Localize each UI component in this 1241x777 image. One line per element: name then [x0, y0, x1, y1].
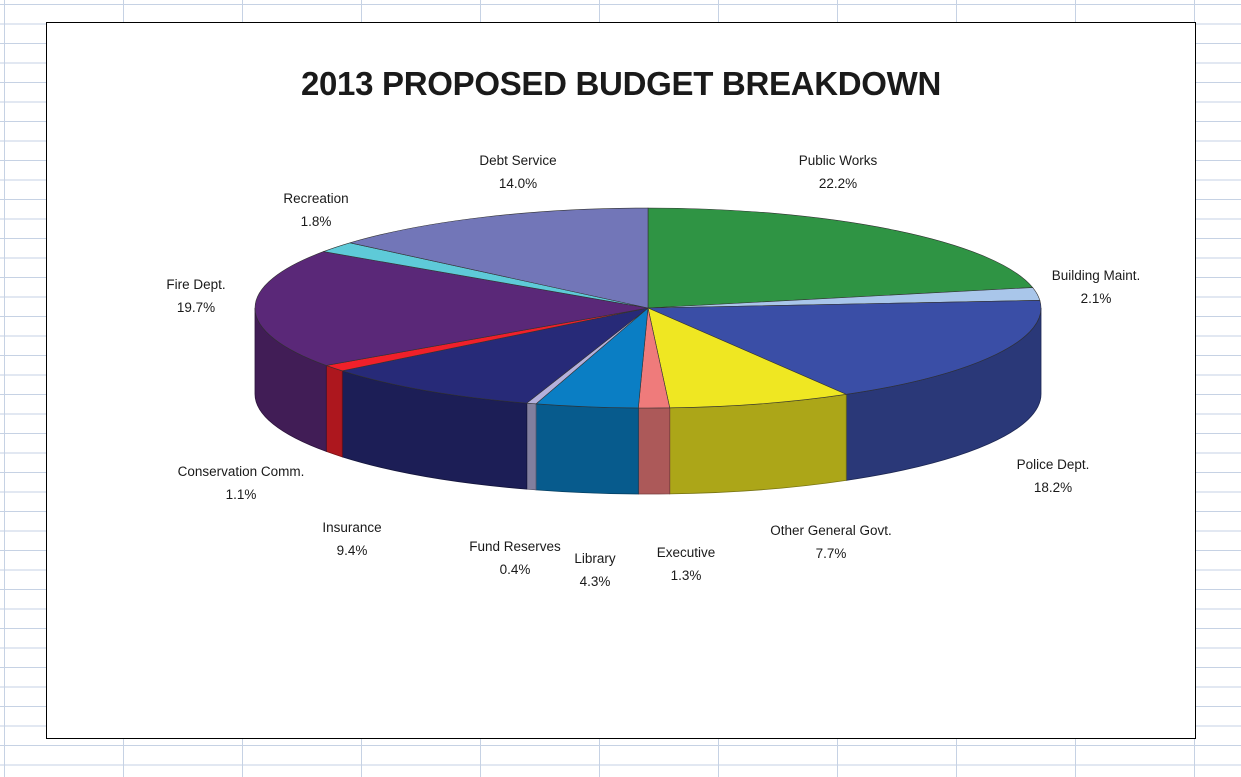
slice-value-label: 19.7%: [177, 300, 215, 315]
pie-side-conservation-comm: [325, 364, 343, 458]
slice-value-label: 2.1%: [1081, 291, 1112, 306]
slice-label: Recreation: [283, 191, 348, 206]
slice-value-label: 22.2%: [819, 176, 857, 191]
slice-value-label: 1.8%: [301, 214, 332, 229]
slice-value-label: 0.4%: [500, 562, 531, 577]
slice-value-label: 9.4%: [337, 543, 368, 558]
slice-label: Police Dept.: [1017, 457, 1090, 472]
pie-side-other-general-govt: [669, 393, 847, 495]
slice-value-label: 1.3%: [671, 568, 702, 583]
pie-slice-police-dept[interactable]: [647, 300, 1042, 395]
pie-side-executive: [637, 407, 671, 495]
slice-value-label: 4.3%: [580, 574, 611, 589]
slice-label: Library: [574, 551, 616, 566]
pie-sides: [254, 307, 1042, 495]
slice-label: Public Works: [799, 153, 878, 168]
pie-side-fund-reserves: [526, 402, 537, 491]
slice-label: Fund Reserves: [469, 539, 561, 554]
slice-label: Insurance: [322, 520, 381, 535]
slice-value-label: 7.7%: [816, 546, 847, 561]
pie-top: [254, 207, 1042, 409]
pie-slice-fire-dept[interactable]: [254, 251, 649, 366]
slice-label: Fire Dept.: [166, 277, 225, 292]
pie-side-library: [535, 403, 639, 495]
slice-label: Executive: [657, 545, 716, 560]
slice-value-label: 1.1%: [226, 487, 257, 502]
pie-slice-public-works[interactable]: [647, 207, 1034, 309]
chart-title: 2013 PROPOSED BUDGET BREAKDOWN: [300, 65, 942, 102]
slice-label: Conservation Comm.: [178, 464, 305, 479]
slice-label: Building Maint.: [1052, 268, 1141, 283]
slice-label: Debt Service: [479, 153, 556, 168]
pie-slice-other-general-govt[interactable]: [647, 307, 848, 409]
slice-value-label: 18.2%: [1034, 480, 1072, 495]
pie-slice-insurance[interactable]: [341, 307, 649, 404]
pie-labels: Public Works 22.2% Building Maint. 2.1% Poli…: [166, 153, 1140, 589]
slice-value-label: 14.0%: [499, 176, 537, 191]
slice-label: Other General Govt.: [770, 523, 892, 538]
pie-slice-debt-service[interactable]: [349, 207, 649, 309]
